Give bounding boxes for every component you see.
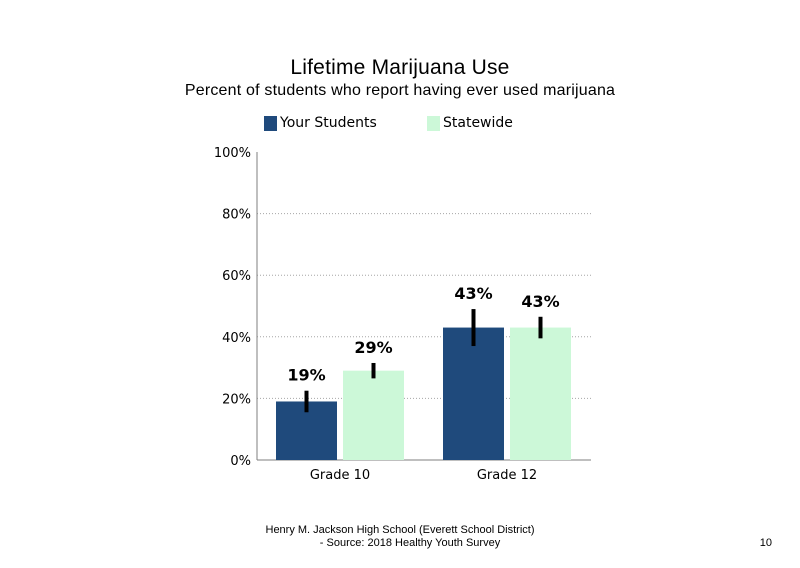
footer: Henry M. Jackson High School (Everett Sc… — [240, 524, 560, 550]
legend-swatch-statewide — [427, 115, 440, 131]
page-number: 10 — [759, 537, 772, 549]
bar-statewide — [510, 327, 571, 460]
legend-swatch-your-students — [264, 115, 277, 131]
y-tick-label: 100% — [214, 146, 251, 161]
y-tick-label: 20% — [222, 392, 251, 407]
legend-item-statewide: Statewide — [427, 114, 513, 132]
legend-item-your-students: Your Students — [264, 114, 377, 132]
footer-school: Henry M. Jackson High School (Everett Sc… — [265, 524, 535, 536]
y-tick-label: 60% — [222, 269, 251, 284]
chart-title: Lifetime Marijuana Use — [290, 56, 510, 79]
x-tick-label: Grade 12 — [477, 468, 537, 483]
y-tick-label: 0% — [230, 454, 251, 469]
footer-source: - Source: 2018 Healthy Youth Survey — [319, 537, 501, 549]
data-label: 43% — [521, 292, 559, 311]
legend-label-your-students: Your Students — [280, 115, 377, 131]
bar-your-students — [443, 327, 504, 460]
y-tick-label: 80% — [222, 208, 251, 223]
data-label: 43% — [454, 284, 492, 303]
x-tick-label: Grade 10 — [310, 468, 370, 483]
chart-subtitle: Percent of students who report having ev… — [184, 82, 616, 99]
y-tick-label: 40% — [222, 331, 251, 346]
data-label: 29% — [354, 338, 392, 357]
bar-statewide — [343, 370, 404, 460]
data-label: 19% — [287, 366, 325, 385]
legend-label-statewide: Statewide — [443, 115, 513, 131]
